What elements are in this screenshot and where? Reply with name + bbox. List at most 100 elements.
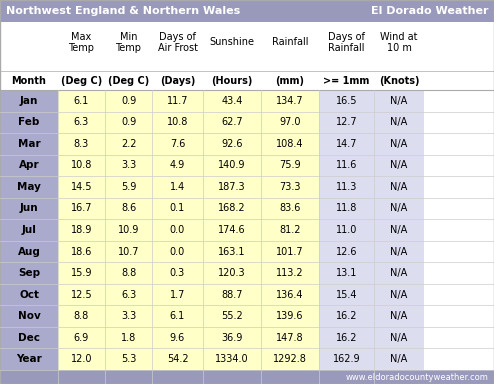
Text: 7.6: 7.6 [170,139,185,149]
Bar [152,284,203,305]
Text: 10.8: 10.8 [71,161,92,170]
Bar [203,262,261,284]
Text: 4.9: 4.9 [170,161,185,170]
Bar [319,262,374,284]
Text: 11.6: 11.6 [336,161,357,170]
Text: 73.3: 73.3 [279,182,301,192]
Bar [152,155,203,176]
Text: Feb: Feb [18,117,40,127]
Text: www.eldoradocountyweather.com: www.eldoradocountyweather.com [345,372,488,381]
Text: 1.8: 1.8 [121,333,136,343]
Bar [319,284,374,305]
Bar [319,219,374,241]
Text: 0.9: 0.9 [121,117,136,127]
Bar [0,90,58,111]
Bar [261,219,319,241]
Bar [105,198,152,219]
Text: N/A: N/A [390,182,408,192]
Text: 11.8: 11.8 [336,204,357,214]
Bar [58,284,105,305]
Text: May: May [17,182,41,192]
Text: 174.6: 174.6 [218,225,246,235]
Bar [374,241,424,262]
Bar [105,284,152,305]
Bar [203,198,261,219]
Bar [203,327,261,348]
Text: Dec: Dec [18,333,40,343]
Bar [152,198,203,219]
Text: Apr: Apr [19,161,40,170]
Bar [319,305,374,327]
Bar [261,133,319,155]
Text: 10.7: 10.7 [118,247,139,257]
Bar [261,262,319,284]
Text: 9.6: 9.6 [170,333,185,343]
Bar [0,219,58,241]
Bar [203,348,261,370]
Text: Mar: Mar [18,139,41,149]
Text: 62.7: 62.7 [221,117,243,127]
Bar [374,219,424,241]
Bar [261,327,319,348]
Text: 101.7: 101.7 [276,247,304,257]
Bar [319,111,374,133]
Text: 18.9: 18.9 [71,225,92,235]
Text: 11.0: 11.0 [336,225,357,235]
Text: 140.9: 140.9 [218,161,246,170]
Bar [374,133,424,155]
Text: 0.0: 0.0 [170,225,185,235]
Bar [105,219,152,241]
Bar [105,305,152,327]
Text: 108.4: 108.4 [276,139,304,149]
Text: (Knots): (Knots) [379,76,419,86]
Bar [58,262,105,284]
Bar [58,155,105,176]
Bar [203,284,261,305]
Bar [261,90,319,111]
Bar [319,198,374,219]
Bar [58,327,105,348]
Bar [0,133,58,155]
Text: 3.3: 3.3 [121,161,136,170]
Bar [203,219,261,241]
Bar [58,90,105,111]
Text: Max
Temp: Max Temp [69,31,94,53]
Text: (Deg C): (Deg C) [61,76,102,86]
Bar [152,133,203,155]
Bar [152,262,203,284]
Bar [0,305,58,327]
Text: 16.2: 16.2 [336,311,357,321]
Text: 11.7: 11.7 [167,96,188,106]
Bar [0,370,494,384]
Text: 6.3: 6.3 [74,117,89,127]
Text: 11.3: 11.3 [336,182,357,192]
Bar [374,348,424,370]
Bar [105,133,152,155]
Bar [105,241,152,262]
Text: 8.8: 8.8 [74,311,89,321]
Text: Min
Temp: Min Temp [116,31,141,53]
Text: 92.6: 92.6 [221,139,243,149]
Bar [319,327,374,348]
Text: Sep: Sep [18,268,40,278]
Text: 120.3: 120.3 [218,268,246,278]
Bar [203,176,261,198]
Text: Jul: Jul [22,225,37,235]
Text: 3.3: 3.3 [121,311,136,321]
Text: 6.9: 6.9 [74,333,89,343]
Bar [203,155,261,176]
Text: N/A: N/A [390,139,408,149]
Bar [58,198,105,219]
Text: 8.8: 8.8 [121,268,136,278]
Text: Days of
Air Frost: Days of Air Frost [158,31,198,53]
Text: (Hours): (Hours) [211,76,253,86]
Text: N/A: N/A [390,96,408,106]
Bar [152,219,203,241]
Text: 15.9: 15.9 [71,268,92,278]
Bar [58,305,105,327]
Bar [319,348,374,370]
Bar [203,305,261,327]
Text: 12.0: 12.0 [71,354,92,364]
Bar [0,111,58,133]
Bar [58,348,105,370]
